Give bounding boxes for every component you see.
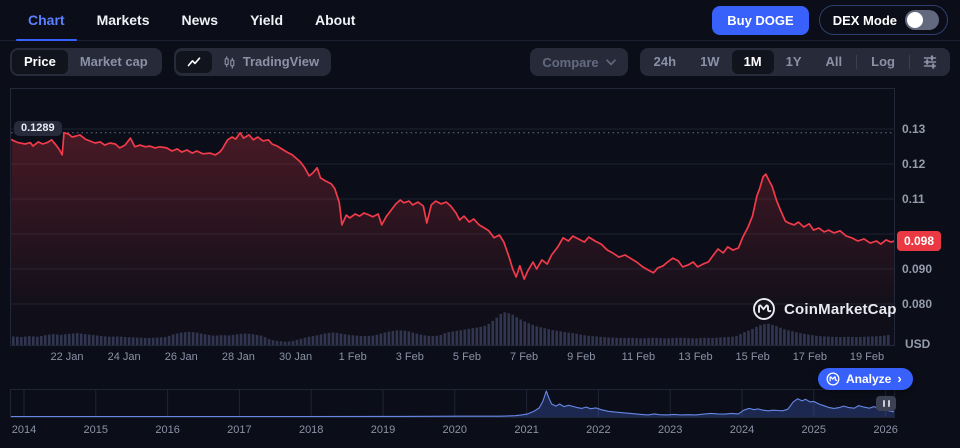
analyze-logo-icon <box>826 372 840 385</box>
year-2015: 2015 <box>83 424 109 436</box>
buy-doge-button[interactable]: Buy DOGE <box>712 5 809 35</box>
scrubber-handle-icon[interactable] <box>876 396 896 411</box>
price-chart[interactable] <box>10 88 895 346</box>
range-all-button[interactable]: All <box>825 54 843 69</box>
dex-mode-label: DEX Mode <box>832 12 897 28</box>
range-selector-group: 24h 1W 1M 1Y All Log <box>639 48 950 76</box>
line-chart-icon <box>187 57 201 67</box>
range-24h-button[interactable]: 24h <box>653 54 677 69</box>
candlestick-icon <box>224 55 235 69</box>
x-tick: 9 Feb <box>567 351 596 363</box>
year-2020: 2020 <box>442 424 468 436</box>
nav-tab-markets[interactable]: Markets <box>96 12 150 28</box>
year-2014: 2014 <box>11 424 37 436</box>
x-tick: 17 Feb <box>792 351 827 363</box>
chart-type-group: TradingView <box>173 48 332 76</box>
x-tick: 24 Jan <box>107 351 141 363</box>
chevron-right-icon: › <box>897 371 902 386</box>
range-1y-button[interactable]: 1Y <box>785 54 802 69</box>
line-chart-type-button[interactable] <box>175 51 212 73</box>
year-2026: 2026 <box>873 424 898 436</box>
y-tick-0.11: 0.11 <box>902 191 925 206</box>
chevron-down-icon <box>605 58 616 65</box>
x-tick: 7 Feb <box>510 351 539 363</box>
x-tick: 26 Jan <box>164 351 198 363</box>
x-tick: 15 Feb <box>735 351 770 363</box>
year-2023: 2023 <box>657 424 683 436</box>
watermark-text: CoinMarketCap <box>784 300 897 318</box>
nav-tabs: Chart Markets News Yield About <box>0 0 371 41</box>
market-cap-tab[interactable]: Market cap <box>79 54 148 69</box>
x-tick: 13 Feb <box>678 351 713 363</box>
x-tick: 28 Jan <box>221 351 255 363</box>
y-tick-0.080: 0.080 <box>902 296 933 311</box>
nav-tab-news[interactable]: News <box>181 12 219 28</box>
y-tick-0.090: 0.090 <box>902 261 933 276</box>
year-2025: 2025 <box>801 424 827 436</box>
year-2024: 2024 <box>729 424 755 436</box>
year-2021: 2021 <box>514 424 539 436</box>
range-chips: 24h 1W 1M 1Y All <box>642 50 855 74</box>
currency-unit-label: USD <box>905 337 931 351</box>
year-2019: 2019 <box>370 424 396 436</box>
dex-mode-switch-icon[interactable] <box>905 10 939 30</box>
x-tick: 5 Feb <box>452 351 482 363</box>
range-1m-button[interactable]: 1M <box>731 50 774 74</box>
analyze-label: Analyze <box>846 371 892 386</box>
dex-mode-toggle[interactable]: DEX Mode <box>818 5 948 35</box>
x-tick: 19 Feb <box>849 351 885 363</box>
nav-tab-yield[interactable]: Yield <box>250 12 283 28</box>
year-2018: 2018 <box>298 424 324 436</box>
compare-button[interactable]: Compare <box>530 48 628 76</box>
period-high-pill: 0.1289 <box>14 121 62 136</box>
y-tick-0.12: 0.12 <box>902 156 926 171</box>
log-scale-button[interactable]: Log <box>871 54 895 69</box>
range-1w-button[interactable]: 1W <box>700 54 720 69</box>
nav-actions: Buy DOGE DEX Mode <box>712 0 948 40</box>
sliders-icon <box>923 55 937 69</box>
year-2016: 2016 <box>155 424 180 436</box>
timeline-scrubber[interactable] <box>10 389 895 418</box>
chart-settings-button[interactable] <box>912 51 948 73</box>
analyze-button[interactable]: Analyze › <box>818 368 913 390</box>
nav-tab-chart[interactable]: Chart <box>12 0 81 41</box>
year-2022: 2022 <box>586 424 611 436</box>
chart-toolbar: Price Market cap TradingView <box>10 48 950 76</box>
y-tick-0.13: 0.13 <box>902 121 926 136</box>
x-tick: 30 Jan <box>279 351 313 363</box>
top-nav: Chart Markets News Yield About Buy DOGE DEX … <box>0 0 960 41</box>
x-tick: 11 Feb <box>621 351 656 363</box>
coinmarketcap-watermark: CoinMarketCap <box>752 297 897 321</box>
compare-label: Compare <box>542 54 599 70</box>
tradingview-button[interactable]: TradingView <box>212 50 329 74</box>
coinmarketcap-logo-icon <box>753 298 775 320</box>
divider <box>909 55 910 69</box>
x-tick: 22 Jan <box>50 351 84 363</box>
x-tick: 3 Feb <box>395 351 424 363</box>
metric-toggle-group: Price Market cap <box>10 48 162 76</box>
price-tab[interactable]: Price <box>12 50 68 74</box>
x-tick: 1 Feb <box>338 351 367 363</box>
current-price-badge: 0.098 <box>897 230 942 251</box>
year-2017: 2017 <box>227 424 252 436</box>
tradingview-label: TradingView <box>242 54 320 69</box>
divider <box>856 55 858 69</box>
nav-tab-about[interactable]: About <box>315 12 356 28</box>
